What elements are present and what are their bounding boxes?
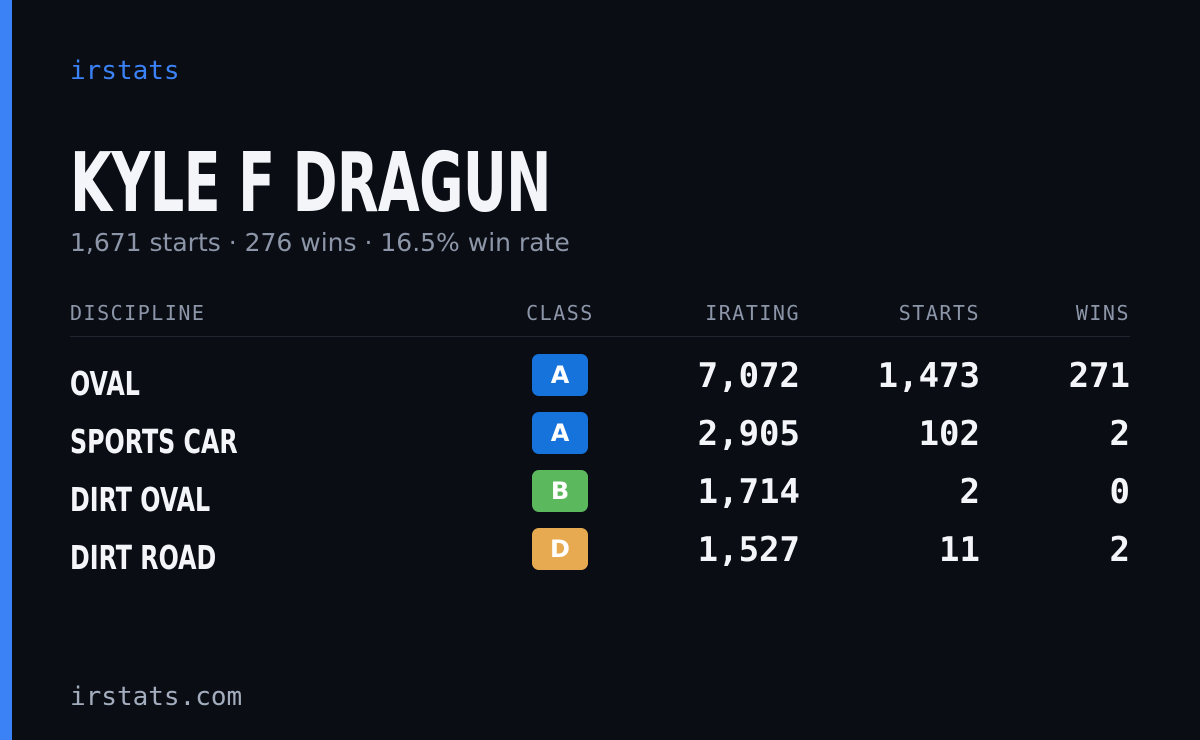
wins: 2 — [1109, 414, 1130, 454]
header-rule — [70, 336, 1130, 337]
column-header: DISCIPLINE — [70, 301, 206, 325]
discipline: SPORTS CAR — [70, 422, 238, 461]
irating: 1,527 — [697, 530, 800, 570]
discipline: DIRT ROAD — [70, 538, 217, 577]
wins: 271 — [1068, 356, 1130, 396]
starts: 11 — [939, 530, 980, 570]
column-header: CLASS — [526, 301, 594, 325]
starts: 1,473 — [877, 356, 980, 396]
class-badge: D — [532, 528, 588, 570]
irating: 1,714 — [697, 472, 800, 512]
starts: 102 — [918, 414, 980, 454]
class-badge: A — [532, 412, 588, 454]
irating: 2,905 — [697, 414, 800, 454]
column-header: IRATING — [705, 301, 800, 325]
column-header: STARTS — [898, 301, 980, 325]
discipline: DIRT OVAL — [70, 480, 211, 519]
wins: 2 — [1109, 530, 1130, 570]
wins: 0 — [1109, 472, 1130, 512]
class-badge: B — [532, 470, 588, 512]
class-badge: A — [532, 354, 588, 396]
accent-bar — [0, 0, 12, 740]
driver-name: KYLE F DRAGUN — [70, 136, 551, 231]
discipline: OVAL — [70, 364, 140, 403]
column-header: WINS — [1075, 301, 1130, 325]
starts: 2 — [959, 472, 980, 512]
footer: irstats.com — [70, 682, 243, 712]
irating: 7,072 — [697, 356, 800, 396]
driver-summary: 1,671 starts · 276 wins · 16.5% win rate — [70, 228, 570, 257]
brand: irstats — [70, 56, 180, 86]
